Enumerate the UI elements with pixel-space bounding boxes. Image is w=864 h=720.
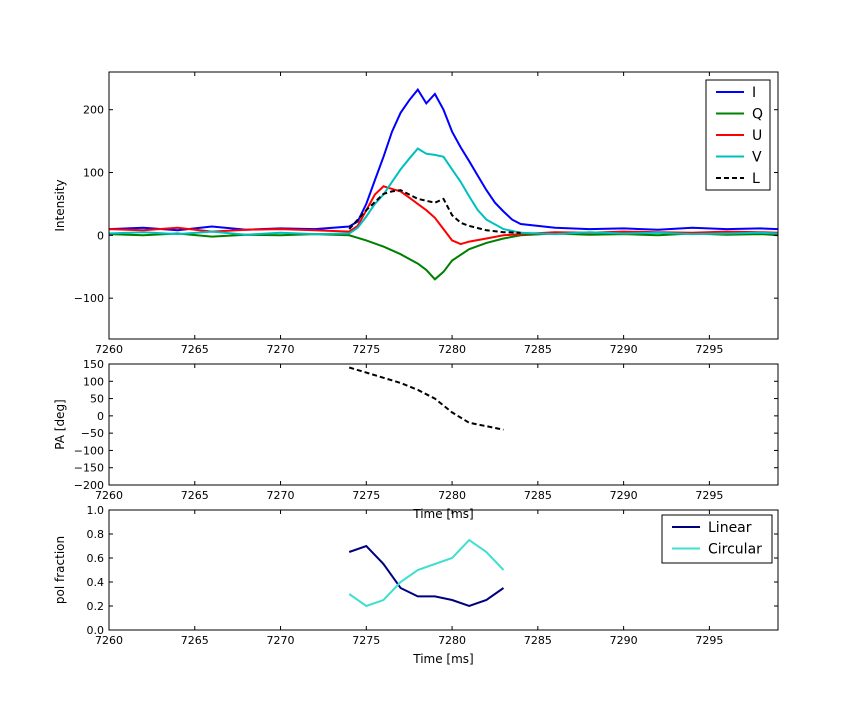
x-tick-label: 7265 — [181, 489, 209, 502]
y-tick-label: 0 — [97, 410, 104, 423]
axes-frame — [108, 509, 779, 631]
y-tick-label: 100 — [83, 375, 104, 388]
y-tick-label: 0.6 — [87, 552, 105, 565]
x-tick-label: 7295 — [695, 634, 723, 647]
x-tick-label: 7265 — [181, 634, 209, 647]
pol-fraction-panel: 7260 7265 7270 7275 7280 7285 7290 7295 0.0 0.2 0.… — [53, 504, 779, 666]
series-line-1-0 — [348, 366, 504, 431]
y-tick-label: 0.8 — [87, 528, 105, 541]
x-tick-label: 7280 — [438, 489, 466, 502]
y-tick-label: 0.2 — [87, 600, 105, 613]
y-tick-label: −200 — [74, 479, 104, 492]
x-tick-label: 7260 — [95, 343, 123, 356]
x-tick-label: 7275 — [352, 489, 380, 502]
series-line-q — [109, 232, 778, 281]
y-tick-label: 0 — [97, 229, 104, 242]
legend-label: I — [752, 85, 756, 101]
x-tick-label: 7280 — [438, 343, 466, 356]
x-tick-label: 7270 — [267, 634, 295, 647]
y-tick-label: −150 — [74, 462, 104, 475]
axes-frame — [108, 363, 779, 486]
y-axis-label: pol fraction — [53, 536, 67, 604]
x-tick-label: 7275 — [352, 343, 380, 356]
x-axis-label: Time [ms] — [412, 507, 474, 521]
legend-label: Q — [752, 107, 763, 123]
y-tick-label: 1.0 — [87, 504, 105, 517]
y-axis-label: PA [deg] — [53, 399, 67, 449]
x-tick-label: 7285 — [524, 343, 552, 356]
x-tick-label: 7270 — [267, 489, 295, 502]
x-tick-label: 7295 — [695, 489, 723, 502]
position-angle-panel: 7260 7265 7270 7275 7280 7285 7290 7295 −200 −150… — [53, 358, 779, 521]
x-tick-label: 7285 — [524, 489, 552, 502]
x-tick-label: 7295 — [695, 343, 723, 356]
y-tick-label: 150 — [83, 358, 104, 371]
legend-label: V — [752, 150, 762, 166]
x-tick-label: 7285 — [524, 634, 552, 647]
y-tick-label: −100 — [74, 292, 104, 305]
x-tick-label: 7260 — [95, 634, 123, 647]
legend-label: Linear — [708, 520, 752, 536]
x-tick-label: 7290 — [610, 343, 638, 356]
x-tick-label: 7270 — [267, 343, 295, 356]
legend-label: L — [752, 171, 760, 187]
y-tick-label: 50 — [90, 393, 104, 406]
series-line-v — [109, 147, 778, 236]
x-tick-label: 7260 — [95, 489, 123, 502]
series-line-u — [109, 185, 778, 246]
axes-frame — [108, 71, 779, 340]
y-axis-label: Intensity — [53, 179, 67, 231]
x-tick-label: 7290 — [610, 634, 638, 647]
x-tick-label: 7280 — [438, 634, 466, 647]
y-tick-label: 200 — [83, 104, 104, 117]
y-tick-label: −100 — [74, 444, 104, 457]
x-tick-label: 7265 — [181, 343, 209, 356]
legend-label: Circular — [708, 542, 762, 558]
legend-label: U — [752, 128, 762, 144]
y-tick-label: 100 — [83, 167, 104, 180]
y-tick-label: −50 — [81, 427, 104, 440]
series-line-linear — [348, 544, 505, 608]
x-tick-label: 7275 — [352, 634, 380, 647]
y-tick-label: 0.0 — [87, 624, 105, 637]
x-tick-label: 7290 — [610, 489, 638, 502]
legend: Linear Circular — [661, 514, 773, 564]
series-line-i — [109, 87, 778, 232]
y-tick-label: 0.4 — [87, 576, 105, 589]
series-line-l — [348, 189, 521, 234]
intensity-panel: 7260 7265 7270 7275 7280 7285 7290 7295 −100 0 100… — [53, 71, 779, 356]
x-axis-label: Time [ms] — [412, 652, 474, 666]
series-line-circular — [348, 538, 505, 608]
legend-box — [661, 514, 773, 564]
